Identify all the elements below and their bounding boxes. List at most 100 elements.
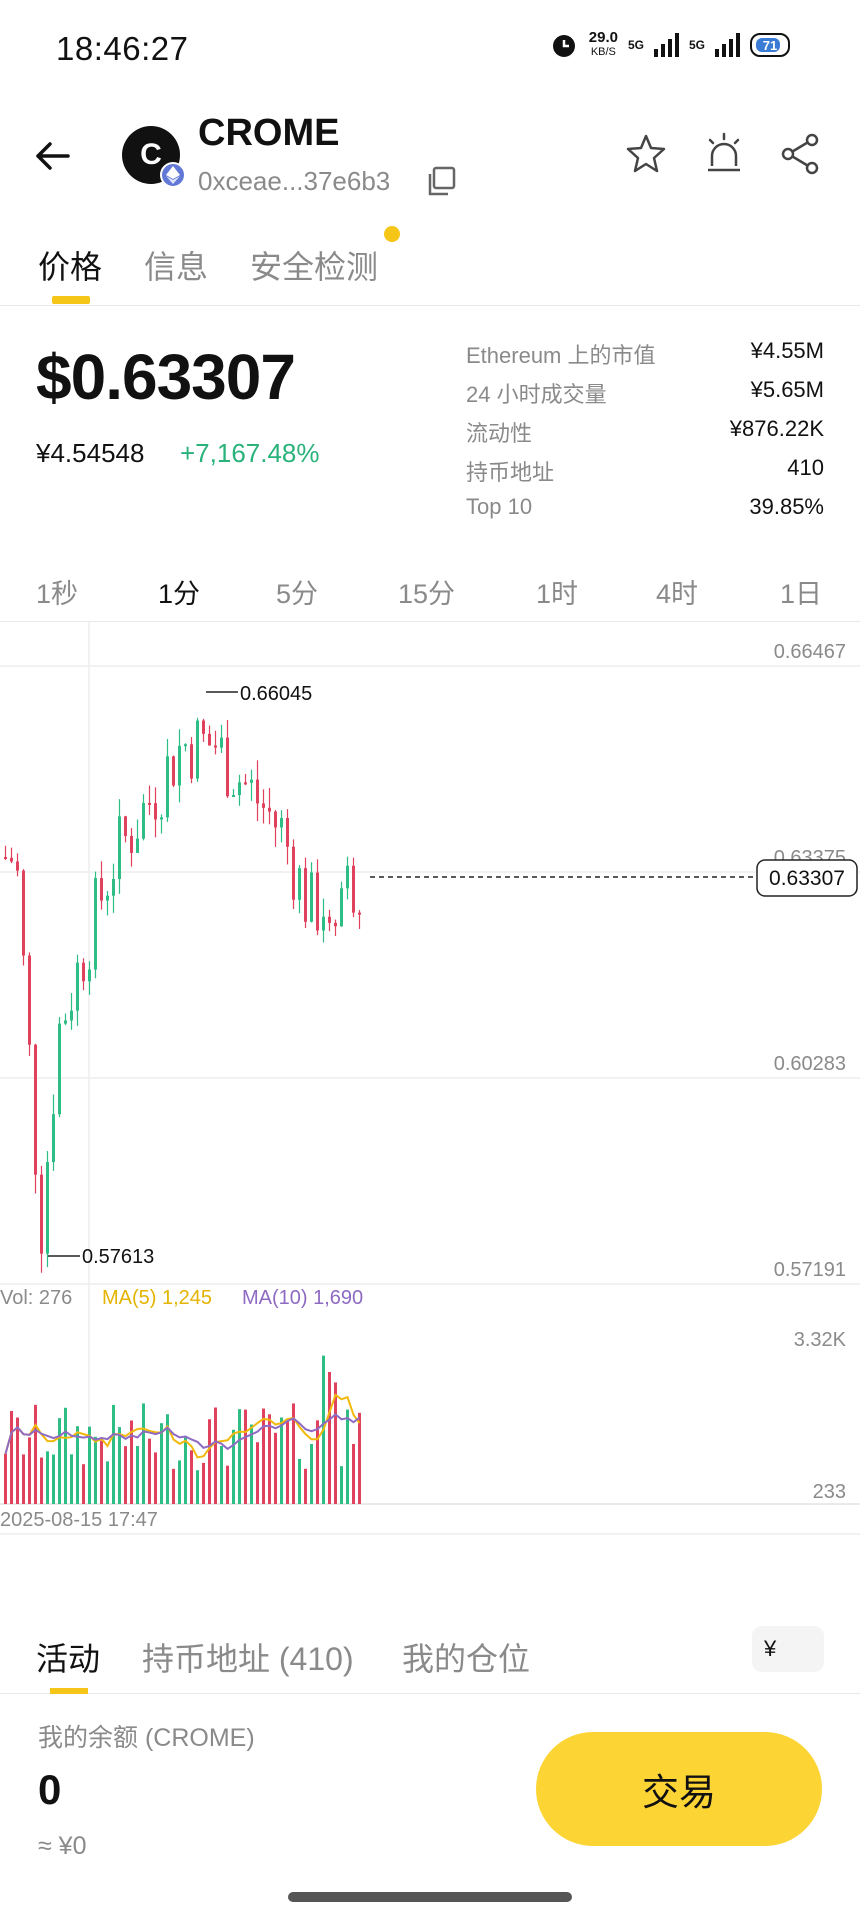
stat-row: Ethereum 上的市值 ¥4.55M [466,338,824,368]
volume-bar [220,1446,223,1504]
volume-bar [16,1417,19,1504]
candle [280,818,283,828]
notification-dot [384,226,400,242]
ma5-label: MA(5) 1,245 [102,1287,212,1309]
volume-bar [136,1445,139,1504]
volume-bar [178,1460,181,1504]
low-price-label: 0.57613 [82,1246,154,1268]
interval-1s[interactable]: 1秒 [36,579,79,609]
candle [304,868,307,922]
volume-bar [100,1440,103,1504]
copy-icon[interactable] [424,164,458,198]
candle [16,861,19,871]
candle [340,888,343,927]
volume-label: Vol: 276 [0,1287,72,1309]
candle [190,744,193,779]
candle [160,817,163,820]
signal-bars-icon [653,33,679,57]
candle [40,1174,43,1254]
star-icon[interactable] [622,130,670,178]
candle [172,756,175,786]
candle [4,857,7,860]
candle [238,782,241,796]
candle [106,895,109,901]
candle [226,737,229,797]
volume-bar [286,1421,289,1504]
candle [100,878,103,901]
chart-date-label: 2025-08-15 17:47 [0,1509,158,1531]
trade-button[interactable]: 交易 [536,1732,822,1846]
price-change: +7,167.48% [180,438,320,468]
tab-my-positions[interactable]: 我的仓位 [402,1641,531,1677]
current-price-tag [756,859,858,897]
interval-1h[interactable]: 1时 [536,579,579,609]
candle [292,846,295,900]
interval-selector: 1秒 1分 5分 15分 1时 4时 1日 [0,564,860,622]
candle [46,1162,49,1254]
candle [70,1010,73,1021]
candle [262,803,265,808]
candle [196,720,199,779]
net-speed: 29.0 KB/S [588,29,618,58]
candle [58,1023,61,1115]
volume-bar [334,1382,337,1504]
candle [112,878,115,896]
volume-bar [214,1407,217,1504]
interval-5m[interactable]: 5分 [276,579,319,609]
candle [118,816,121,879]
volume-bar [124,1446,127,1504]
tab-holders[interactable]: 持币地址 (410) [142,1641,354,1677]
candle [82,962,85,982]
interval-4h[interactable]: 4时 [656,579,699,609]
tab-price[interactable]: 价格 [38,249,103,285]
candle [220,737,223,748]
candle [274,811,277,828]
price-usd: $0.63307 [36,341,296,413]
price-cny: ¥4.54548 [36,438,145,468]
price-chart[interactable]: 0.66467 0.63375 0.60283 0.57191 0.63307 … [0,622,860,1562]
balance-value: 0 [38,1766,62,1813]
signal-label-2: 5G [688,38,705,52]
volume-bar [40,1457,43,1504]
tab-info[interactable]: 信息 [144,249,209,285]
alert-icon[interactable] [700,130,748,178]
candle [250,779,253,783]
interval-1d[interactable]: 1日 [780,579,823,609]
status-icons: 29.0 KB/S 5G 5G 71 [549,30,790,60]
back-arrow-icon[interactable] [30,134,74,178]
volume-bar [268,1414,271,1504]
volume-bar [148,1438,151,1504]
stat-row: 持币地址 410 [466,455,824,485]
volume-bar [52,1454,55,1504]
candle [136,838,139,853]
volume-bar [160,1423,163,1504]
volume-bar [238,1409,241,1504]
tab-activity[interactable]: 活动 [36,1641,101,1677]
volume-bar [316,1420,319,1504]
volume-bar [190,1450,193,1504]
candle [178,745,181,786]
tab-security[interactable]: 安全检测 [250,249,379,285]
stat-row: Top 10 39.85% [466,494,824,519]
volume-bar [10,1410,13,1504]
ma10-label: MA(10) 1,690 [242,1287,363,1309]
volume-bar [256,1442,259,1504]
candle [352,865,355,913]
alarm-icon [552,35,575,57]
volume-bar [4,1453,7,1504]
volume-bar [46,1451,49,1504]
candle [268,807,271,812]
volume-bar [358,1412,361,1504]
volume-bar [226,1465,229,1504]
candle [130,835,133,853]
volume-bar [196,1470,199,1504]
candle [166,756,169,818]
share-icon[interactable] [776,130,824,178]
volume-bar [244,1409,247,1504]
volume-bar [76,1426,79,1504]
candle [154,803,157,820]
currency-toggle[interactable]: ¥ [752,1626,824,1672]
interval-15m[interactable]: 15分 [398,579,456,609]
interval-1m[interactable]: 1分 [158,579,201,609]
home-indicator[interactable] [288,1892,572,1902]
